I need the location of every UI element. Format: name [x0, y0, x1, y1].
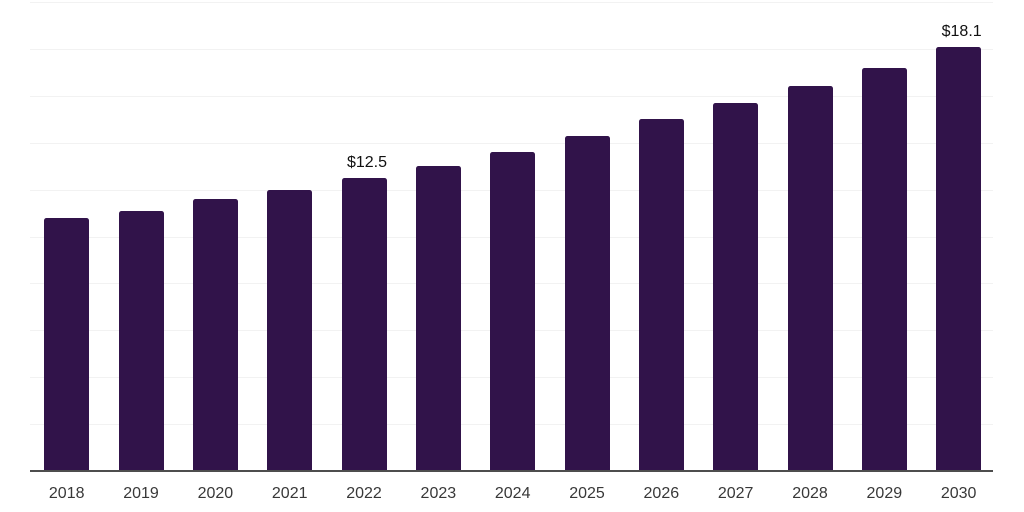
bar-2020 [192, 198, 238, 471]
data-label-2030: $18.1 [941, 22, 982, 40]
bar-2021 [267, 189, 313, 471]
bar-2023 [415, 166, 461, 471]
gridline-y-16 [30, 95, 993, 97]
bar-2030 [936, 46, 982, 471]
gridline-y-20 [30, 2, 993, 3]
bar-2027 [713, 102, 759, 471]
bar-2025 [564, 135, 610, 471]
x-axis-line [30, 470, 993, 472]
bar-2026 [638, 119, 684, 471]
bar-2028 [787, 86, 833, 471]
x-tick-label-2027: 2027 [717, 485, 754, 502]
x-tick-label-2029: 2029 [866, 485, 903, 502]
bar-2022 [341, 177, 387, 471]
x-tick-label-2021: 2021 [271, 485, 308, 502]
x-tick-label-2020: 2020 [197, 485, 234, 502]
data-label-2022: $12.5 [346, 153, 388, 171]
x-tick-label-2026: 2026 [643, 485, 680, 502]
gridline-y-18 [30, 48, 993, 50]
gridline-y-14 [30, 142, 993, 144]
x-tick-label-2025: 2025 [569, 485, 605, 502]
x-tick-label-2022: 2022 [346, 485, 382, 502]
bar-2018 [44, 217, 90, 471]
x-tick-label-2024: 2024 [494, 485, 531, 502]
bar-2024 [490, 152, 536, 471]
bar-2029 [861, 67, 907, 471]
bar-2019 [118, 210, 164, 471]
x-tick-label-2019: 2019 [123, 485, 159, 502]
x-tick-label-2023: 2023 [420, 485, 457, 502]
x-tick-label-2030: 2030 [940, 485, 977, 502]
x-tick-label-2028: 2028 [792, 485, 828, 502]
x-tick-label-2018: 2018 [48, 485, 85, 502]
